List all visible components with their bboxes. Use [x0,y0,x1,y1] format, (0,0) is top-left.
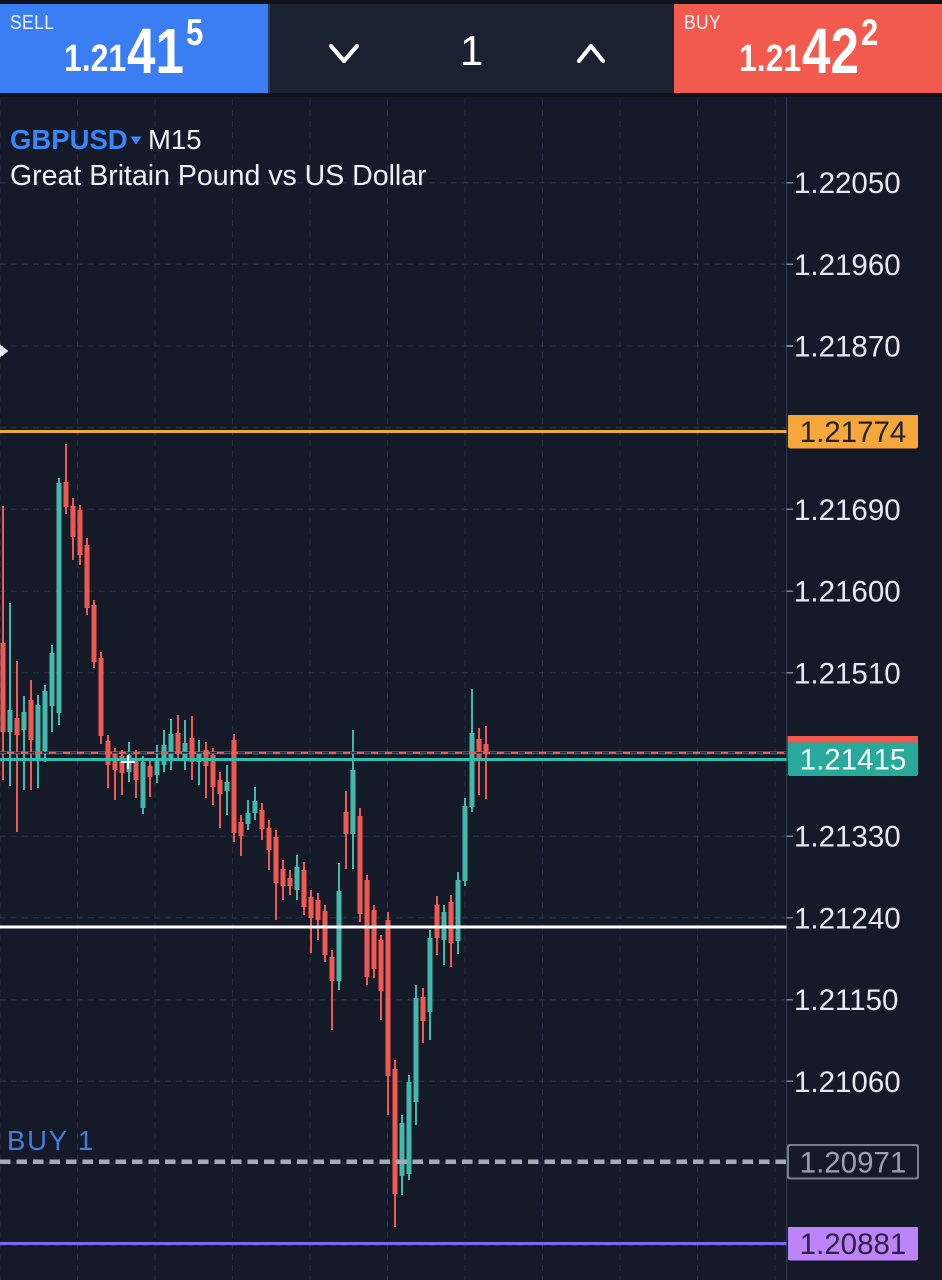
svg-text:1.21510: 1.21510 [794,657,901,690]
svg-text:1.21330: 1.21330 [794,821,901,854]
svg-text:BUY 1: BUY 1 [7,1125,95,1156]
svg-text:1.21600: 1.21600 [794,576,901,609]
svg-text:1.21060: 1.21060 [794,1066,901,1099]
svg-text:1.20971: 1.20971 [800,1146,907,1179]
svg-text:GBPUSD: GBPUSD [10,124,128,155]
svg-text:M15: M15 [148,124,202,155]
svg-text:1.20881: 1.20881 [800,1228,907,1261]
svg-text:Great Britain Pound vs US Doll: Great Britain Pound vs US Dollar [10,160,427,192]
svg-text:1.21960: 1.21960 [794,249,901,282]
svg-text:1.21870: 1.21870 [794,331,901,364]
svg-text:1.21415: 1.21415 [800,744,907,777]
svg-text:1.21150: 1.21150 [794,984,898,1017]
svg-text:1.21774: 1.21774 [800,416,907,449]
svg-text:1.21240: 1.21240 [794,902,901,935]
svg-text:1.22050: 1.22050 [794,167,901,200]
svg-text:1.21690: 1.21690 [794,494,901,527]
